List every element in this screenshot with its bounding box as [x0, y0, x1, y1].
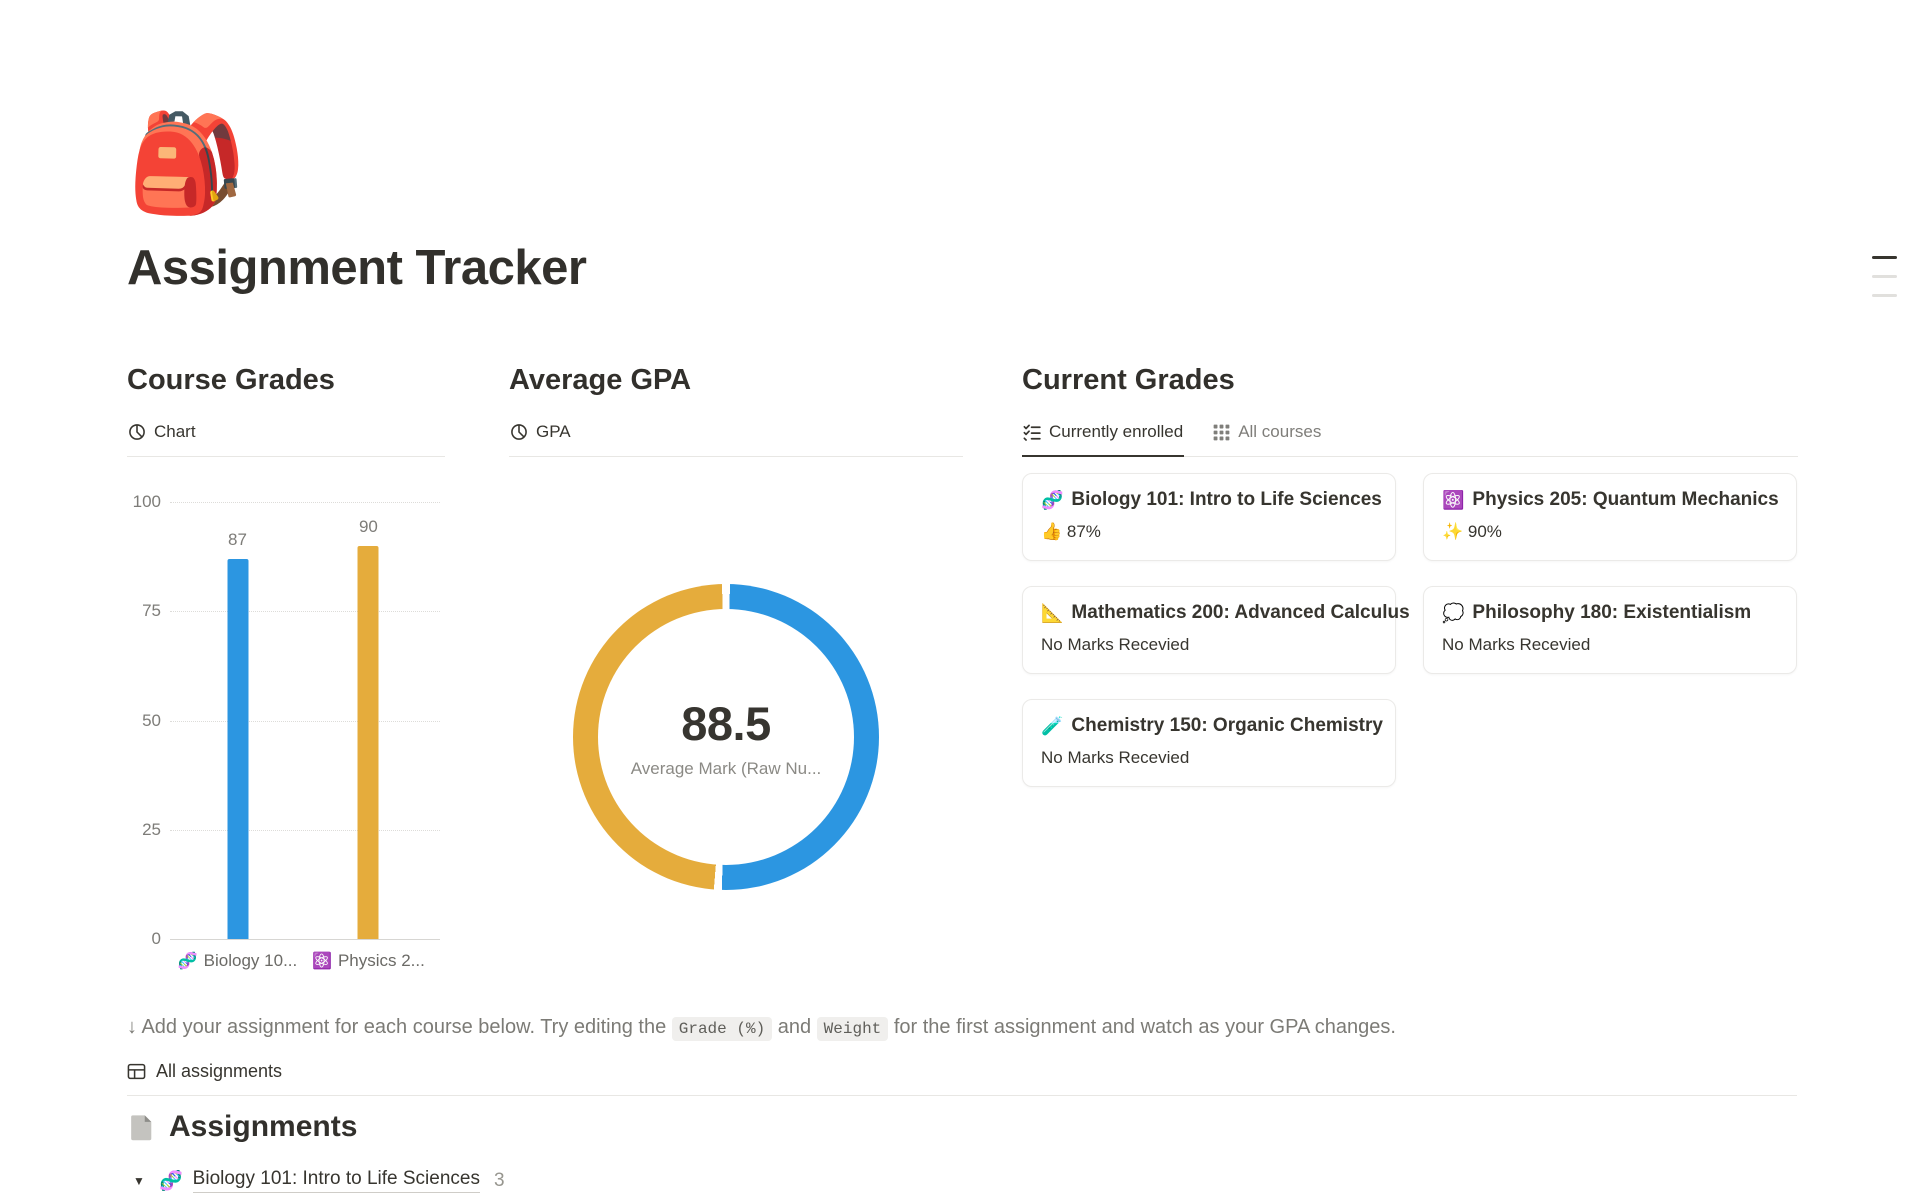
card-mark: No Marks Recevied: [1442, 635, 1591, 654]
grid-icon: [1213, 424, 1230, 440]
course-card-chemistry[interactable]: 🧪 Chemistry 150: Organic Chemistry No Mar…: [1022, 699, 1396, 787]
bar-value-biology: 87: [228, 529, 247, 549]
ytick-50: 50: [142, 711, 161, 730]
average-gpa-section: Average GPA GPA 88.5 Average Mark (Raw N…: [509, 362, 963, 890]
atom-emoji: ⚛️: [1442, 489, 1465, 510]
group-page-link[interactable]: Biology 101: Intro to Life Sciences: [192, 1168, 480, 1193]
x-label-physics: ⚛️ Physics 2...: [312, 951, 425, 970]
card-mark: No Marks Recevied: [1041, 748, 1190, 767]
code-grade: Grade (%): [671, 1017, 773, 1041]
bar-biology[interactable]: [227, 558, 248, 939]
card-mark: No Marks Recevied: [1041, 635, 1190, 654]
donut-center: 88.5 Average Mark (Raw Nu...: [598, 609, 854, 865]
page-icon-backpack[interactable]: 🎒: [127, 110, 247, 217]
assignments-heading-row: Assignments: [127, 1110, 357, 1144]
ytick-0: 0: [151, 929, 161, 948]
gpa-donut-chart[interactable]: 88.5 Average Mark (Raw Nu...: [573, 584, 879, 890]
triangle-ruler-emoji: 📐: [1041, 602, 1064, 623]
gridline-75: [170, 611, 440, 613]
course-card-biology[interactable]: 🧬 Biology 101: Intro to Life Sciences 👍 8…: [1022, 473, 1396, 561]
average-gpa-view-tabs: GPA: [509, 416, 963, 457]
course-card-physics[interactable]: ⚛️ Physics 205: Quantum Mechanics ✨ 90%: [1423, 473, 1797, 561]
course-grades-view-tabs: Chart: [127, 416, 445, 457]
gpa-value: 88.5: [681, 696, 771, 750]
ytick-100: 100: [132, 492, 161, 511]
group-count: 3: [493, 1169, 505, 1191]
tab-currently-enrolled[interactable]: Currently enrolled: [1022, 416, 1185, 457]
assignments-heading: Assignments: [169, 1110, 358, 1143]
dna-emoji: 🧬: [1041, 489, 1064, 510]
bar-physics[interactable]: [357, 545, 379, 939]
assignments-view-tabs: All assignments: [127, 1061, 1797, 1096]
thought-balloon-emoji: 💭: [1442, 602, 1465, 623]
tab-gpa[interactable]: GPA: [509, 416, 572, 457]
course-grades-section: Course Grades Chart 87 90 🧬 Biology 10..…: [127, 362, 445, 970]
table-icon: [127, 1063, 146, 1080]
gridline-100: [170, 502, 440, 503]
instruction-text: ↓ Add your assignment for each course be…: [127, 1013, 1727, 1043]
pie-chart-icon: [129, 424, 145, 440]
x-axis-line: [170, 939, 440, 940]
course-grades-bar-chart: 87 90 🧬 Biology 10... ⚛️ Physics 2...: [170, 502, 440, 970]
atom-emoji: ⚛️: [312, 953, 332, 970]
tab-all-assignments-label: All assignments: [156, 1061, 283, 1081]
tab-all-courses-label: All courses: [1238, 422, 1322, 441]
tab-gpa-label: GPA: [536, 422, 571, 441]
ytick-25: 25: [142, 820, 161, 839]
course-card-philosophy[interactable]: 💭 Philosophy 180: Existentialism No Marks…: [1423, 586, 1797, 674]
toggle-triangle-icon[interactable]: ▼: [133, 1173, 145, 1188]
tab-chart[interactable]: Chart: [127, 416, 197, 457]
tab-all-assignments[interactable]: All assignments: [127, 1061, 282, 1095]
card-mark: ✨ 90%: [1442, 522, 1502, 541]
course-grades-heading: Course Grades: [127, 364, 335, 396]
card-mark: 👍 87%: [1041, 522, 1101, 541]
course-cards-grid: 🧬 Biology 101: Intro to Life Sciences 👍 8…: [1022, 473, 1798, 787]
tab-all-courses[interactable]: All courses: [1212, 416, 1322, 457]
current-grades-section: Current Grades Currently enrolled All co…: [1022, 362, 1798, 787]
average-gpa-heading: Average GPA: [509, 364, 692, 396]
page-doc-icon: [131, 1114, 152, 1140]
gridline-25: [170, 829, 440, 831]
checklist-icon: [1023, 424, 1041, 441]
current-grades-view-tabs: Currently enrolled All courses: [1022, 416, 1798, 457]
tab-currently-enrolled-label: Currently enrolled: [1049, 422, 1184, 441]
toc-line-2[interactable]: [1872, 275, 1897, 278]
code-weight: Weight: [816, 1017, 889, 1041]
current-grades-heading: Current Grades: [1022, 364, 1235, 396]
gpa-sublabel: Average Mark (Raw Nu...: [630, 758, 822, 778]
gridline-50: [170, 720, 440, 722]
bar-value-physics: 90: [358, 516, 378, 536]
dna-emoji: 🧬: [159, 1170, 183, 1192]
ytick-75: 75: [142, 601, 161, 620]
toc-line-3[interactable]: [1872, 294, 1897, 297]
test-tube-emoji: 🧪: [1041, 715, 1064, 736]
x-label-biology: 🧬 Biology 10...: [177, 951, 298, 970]
page-title: Assignment Tracker: [127, 241, 587, 295]
dna-emoji: 🧬: [177, 953, 198, 970]
donut-hole: [598, 609, 854, 865]
toc-line-1[interactable]: [1872, 256, 1897, 259]
pie-chart-icon: [511, 424, 527, 440]
assignment-group-row: ▼ 🧬 Biology 101: Intro to Life Sciences …: [127, 1168, 505, 1193]
course-card-mathematics[interactable]: 📐 Mathematics 200: Advanced Calculus No M…: [1022, 586, 1410, 674]
tab-chart-label: Chart: [154, 422, 196, 441]
toc-indicator[interactable]: [1872, 256, 1897, 313]
